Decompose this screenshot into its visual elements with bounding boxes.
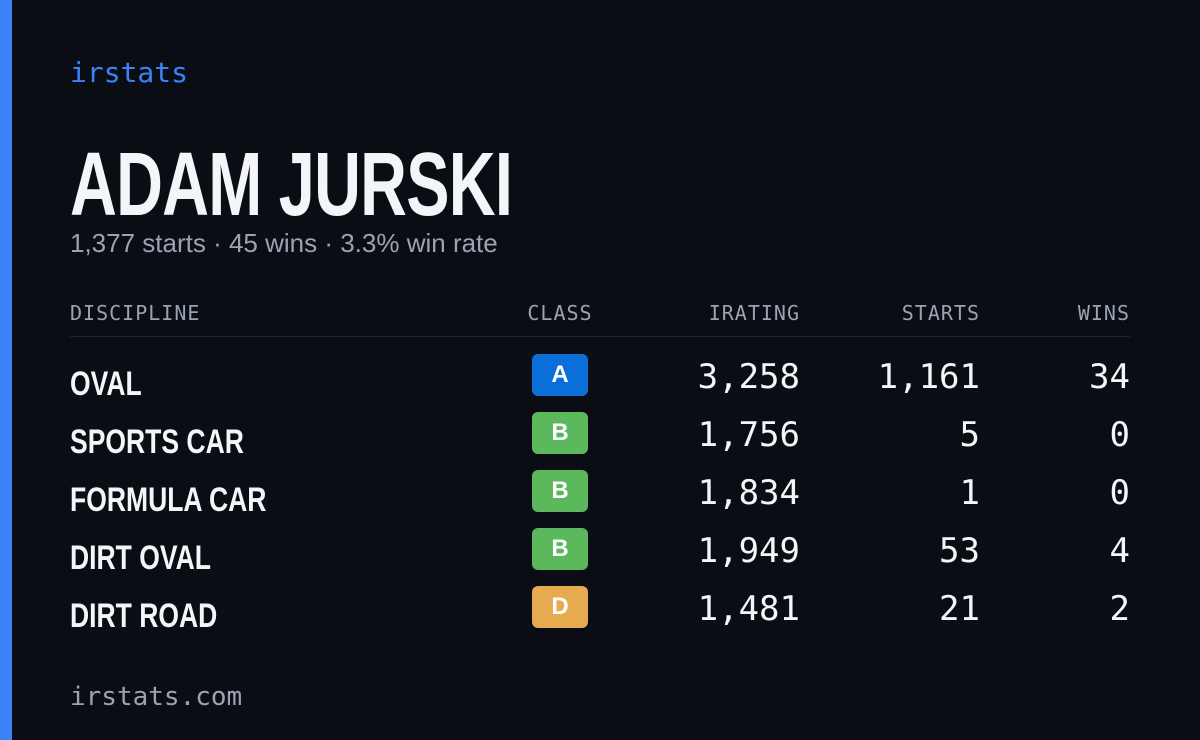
wins: 34 (1089, 357, 1130, 397)
wins: 0 (1109, 473, 1130, 513)
discipline: DIRT OVAL (70, 539, 211, 577)
class-badge: B (532, 470, 588, 512)
brand: irstats (70, 56, 189, 89)
class-badge: A (532, 354, 588, 396)
starts: 21 (939, 589, 980, 629)
discipline: DIRT ROAD (70, 597, 218, 635)
starts: 1,161 (877, 357, 980, 397)
discipline: FORMULA CAR (70, 481, 267, 519)
starts: 5 (959, 415, 980, 455)
column-header: WINS (1077, 301, 1130, 325)
discipline: SPORTS CAR (70, 423, 244, 461)
wins: 4 (1109, 531, 1130, 571)
header-rule (70, 336, 1130, 337)
footer: irstats.com (70, 682, 243, 712)
class-badge: D (532, 586, 588, 628)
class-badge: B (532, 412, 588, 454)
wins: 0 (1109, 415, 1130, 455)
column-header: CLASS (527, 301, 593, 325)
accent-bar (0, 0, 12, 740)
irating: 1,834 (697, 473, 800, 513)
discipline: OVAL (70, 365, 142, 403)
column-header: DISCIPLINE (70, 301, 201, 325)
starts: 53 (939, 531, 980, 571)
column-header: STARTS (901, 301, 980, 325)
column-header: IRATING (708, 301, 800, 325)
irating: 3,258 (697, 357, 800, 397)
driver-summary: 1,377 starts · 45 wins · 3.3% win rate (70, 228, 498, 258)
wins: 2 (1109, 589, 1130, 629)
class-badge: B (532, 528, 588, 570)
irating: 1,481 (697, 589, 800, 629)
starts: 1 (959, 473, 980, 513)
driver-name: ADAM JURSKI (70, 135, 513, 235)
irating: 1,949 (697, 531, 800, 571)
irating: 1,756 (697, 415, 800, 455)
